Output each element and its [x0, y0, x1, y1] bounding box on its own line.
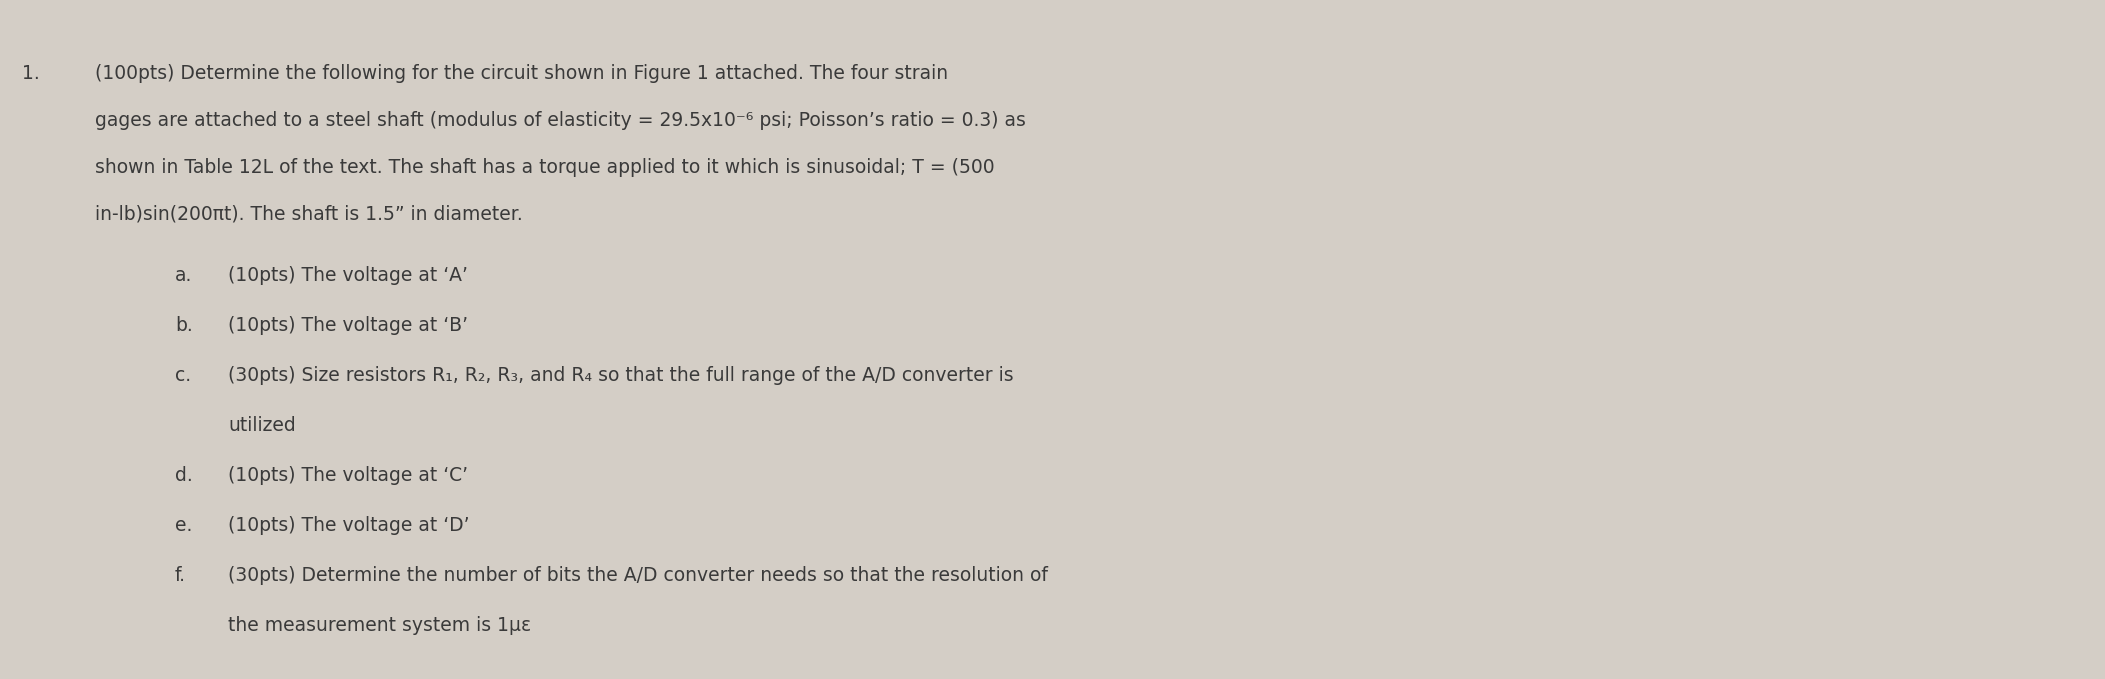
- Text: b.: b.: [175, 316, 194, 335]
- Text: (30pts) Size resistors R₁, R₂, R₃, and R₄ so that the full range of the A/D conv: (30pts) Size resistors R₁, R₂, R₃, and R…: [227, 366, 1015, 385]
- Text: (30pts) Determine the number of bits the A/D converter needs so that the resolut: (30pts) Determine the number of bits the…: [227, 566, 1048, 585]
- Text: in-lb)sin(200πt). The shaft is 1.5” in diameter.: in-lb)sin(200πt). The shaft is 1.5” in d…: [95, 205, 522, 224]
- Text: 1.: 1.: [21, 64, 40, 83]
- Text: (10pts) The voltage at ‘A’: (10pts) The voltage at ‘A’: [227, 266, 467, 285]
- Text: gages are attached to a steel shaft (modulus of elasticity = 29.5x10⁻⁶ psi; Pois: gages are attached to a steel shaft (mod…: [95, 111, 1025, 130]
- Text: f.: f.: [175, 566, 185, 585]
- Text: (10pts) The voltage at ‘B’: (10pts) The voltage at ‘B’: [227, 316, 467, 335]
- Text: (10pts) The voltage at ‘D’: (10pts) The voltage at ‘D’: [227, 516, 469, 535]
- Text: the measurement system is 1με: the measurement system is 1με: [227, 616, 530, 635]
- Text: shown in Table 12L of the text. The shaft has a torque applied to it which is si: shown in Table 12L of the text. The shaf…: [95, 158, 996, 177]
- Text: (100pts) Determine the following for the circuit shown in Figure 1 attached. The: (100pts) Determine the following for the…: [95, 64, 947, 83]
- Text: d.: d.: [175, 466, 194, 485]
- Text: c.: c.: [175, 366, 192, 385]
- Text: e.: e.: [175, 516, 192, 535]
- Text: a.: a.: [175, 266, 192, 285]
- Text: utilized: utilized: [227, 416, 295, 435]
- Text: (10pts) The voltage at ‘C’: (10pts) The voltage at ‘C’: [227, 466, 467, 485]
